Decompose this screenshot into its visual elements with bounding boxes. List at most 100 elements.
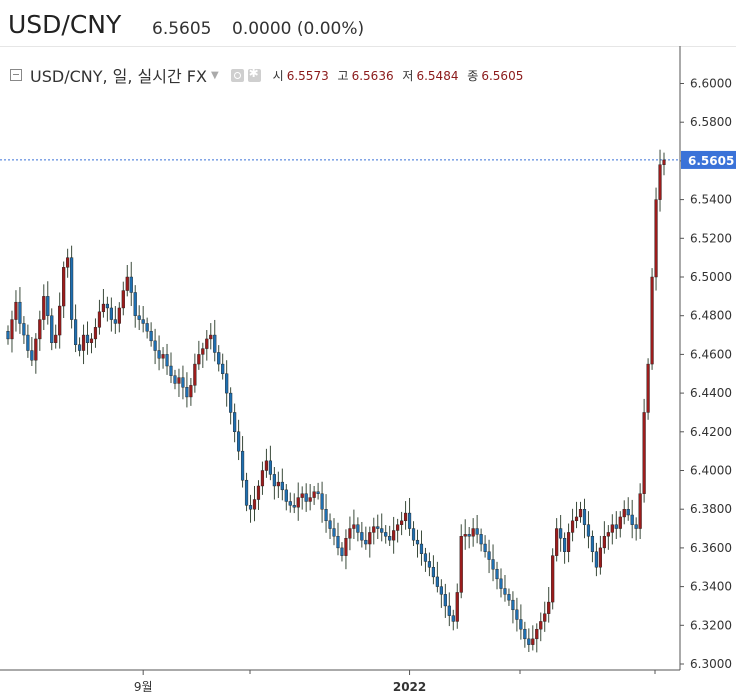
candle-body [630,514,634,525]
candle-body [304,493,308,502]
candle-body [312,491,316,498]
collapse-legend-icon[interactable] [10,69,22,81]
candle-body [173,375,177,384]
candle-body [105,303,109,309]
candle-body [559,528,563,539]
candle-body [578,509,583,518]
eye-icon[interactable] [230,68,244,82]
candle-body [340,547,344,556]
candle-body [574,516,579,522]
y-tick-label: 6.5200 [690,231,732,245]
candle-body [364,539,368,545]
candle-body [547,601,551,614]
candle-body [169,365,173,376]
high-label: 고 [337,68,349,83]
candle-body [332,528,336,537]
candle-body [324,509,328,522]
candle-body [336,536,340,549]
candle-body [272,474,276,487]
candle-body [233,412,237,433]
candle-body [221,363,225,374]
chevron-down-icon[interactable]: ▼ [210,69,219,81]
candle-body [22,323,26,336]
candle-body [77,344,82,351]
candle-body [606,532,610,537]
candle-body [101,303,106,313]
candle-body [403,512,408,522]
candle-body [320,493,324,510]
candle-body [121,290,125,309]
x-tick-label: 2022 [393,680,426,694]
candle-body [503,588,507,595]
symbol-title: USD/CNY [8,10,122,39]
candle-body [475,528,479,535]
candle-body [543,613,547,622]
candle-body [109,307,113,320]
candle-body [193,363,197,386]
candle-body [356,524,360,533]
candle-body [26,334,30,351]
candle-body [555,528,559,556]
candle-body [376,526,380,529]
y-tick-label: 6.5400 [690,193,732,207]
candle-body [284,489,288,502]
candle-body [113,319,117,324]
candle-body [368,532,372,545]
candle-body [42,296,46,320]
candle-body [149,330,153,342]
candle-body [280,481,284,491]
candle-body [392,530,396,541]
candle-body [50,315,54,343]
candle-body [471,528,475,537]
gear-icon[interactable] [247,66,261,82]
candle-body [622,509,626,518]
candle-body [157,350,161,359]
candle-body [519,619,523,630]
candle-body [634,524,638,529]
candle-body [626,509,630,516]
price-change: 0.0000 (0.00%) [232,19,365,39]
candle-body [527,638,531,645]
candle-body [129,276,133,293]
candle-body [213,334,217,353]
candle-body [360,532,364,541]
candle-body [443,594,447,607]
candle-body [431,567,435,578]
candle-body [531,638,535,645]
candle-body [539,621,543,630]
y-tick-label: 6.3000 [690,657,732,671]
candle-body [463,534,467,537]
candle-body [85,334,90,343]
candle-body [145,323,149,332]
candle-body [491,559,495,570]
candle-body [650,276,654,365]
candle-body [411,528,416,541]
candle-body [14,301,18,320]
candle-body [225,373,229,394]
candle-body [217,352,221,365]
candle-body [117,307,121,324]
candle-body [662,159,666,165]
candle-body [638,493,642,529]
candle-body [308,497,312,502]
candle-body [46,296,50,316]
y-tick-label: 6.4000 [690,464,732,478]
candle-body [185,387,189,398]
candle-body [447,605,451,616]
candle-body [30,350,34,361]
y-tick-label: 6.3200 [690,618,732,632]
candle-body [328,520,332,529]
candle-body [396,524,400,531]
candle-body [594,551,599,568]
candle-body [658,164,662,200]
ohlc-readout: 시 6.5573 고 6.5636 저 6.5484 종 6.5605 [273,67,529,84]
y-tick-label: 6.4800 [690,309,732,323]
candle-body [566,532,571,552]
open-label: 시 [272,68,284,83]
high-value: 6.5636 [351,68,394,83]
candlestick-chart[interactable]: 6.3000 6.3200 6.3400 6.3600 6.3800 6.4000 6.42… [0,46,736,699]
candle-body [344,538,348,556]
candle-body [73,319,78,345]
candle-body [483,543,487,552]
y-tick-label: 6.3800 [690,502,732,516]
